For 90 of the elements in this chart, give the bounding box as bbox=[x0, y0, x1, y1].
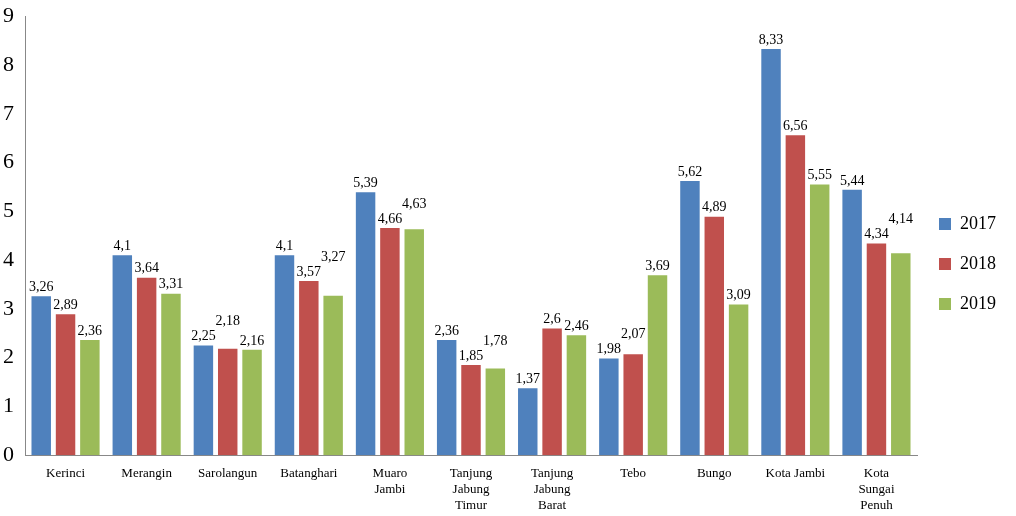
x-tick-label: Kerinci bbox=[46, 465, 86, 481]
y-tick-label: 9 bbox=[3, 1, 14, 27]
data-label: 2,25 bbox=[191, 328, 216, 344]
y-tick-label: 0 bbox=[3, 440, 14, 466]
bar bbox=[218, 348, 238, 456]
legend-label: 2019 bbox=[960, 292, 996, 313]
bar bbox=[436, 340, 457, 456]
bar bbox=[193, 345, 214, 456]
bar bbox=[728, 304, 749, 456]
data-label: 3,57 bbox=[296, 263, 322, 279]
bar bbox=[809, 184, 830, 456]
bar bbox=[355, 192, 376, 456]
bar bbox=[242, 349, 262, 456]
bar bbox=[680, 181, 700, 456]
bar bbox=[485, 368, 506, 456]
legend-label: 2017 bbox=[960, 212, 996, 233]
bar bbox=[299, 281, 319, 456]
x-tick-label: Tanjung Jabung Timur bbox=[449, 465, 493, 512]
x-tick-label: Tebo bbox=[620, 465, 647, 481]
data-label: 2,36 bbox=[434, 322, 459, 338]
data-label: 2,6 bbox=[543, 311, 561, 327]
bar bbox=[161, 293, 181, 456]
data-label: 4,1 bbox=[113, 237, 132, 253]
bar bbox=[623, 354, 643, 456]
bar bbox=[404, 229, 424, 456]
data-label: 4,89 bbox=[702, 199, 727, 215]
data-label: 3,31 bbox=[158, 276, 184, 292]
data-label: 3,69 bbox=[645, 257, 670, 273]
y-tick-label: 4 bbox=[3, 245, 14, 271]
data-label: 1,78 bbox=[483, 332, 508, 348]
y-tick-label: 2 bbox=[3, 343, 14, 369]
bar bbox=[136, 277, 157, 456]
x-tick-label: Kota Jambi bbox=[765, 465, 826, 481]
x-tick-label: Tanjung Jabung Barat bbox=[530, 465, 574, 512]
bar bbox=[891, 253, 911, 456]
data-label: 5,44 bbox=[839, 172, 865, 188]
bar bbox=[842, 189, 862, 456]
bar bbox=[380, 227, 400, 456]
x-tick-label: Merangin bbox=[121, 465, 173, 481]
bar bbox=[518, 388, 538, 456]
bar bbox=[80, 340, 100, 456]
bar bbox=[704, 216, 724, 456]
data-label: 4,1 bbox=[275, 237, 294, 253]
y-tick-label: 6 bbox=[3, 148, 14, 174]
bar bbox=[599, 358, 619, 456]
bar bbox=[647, 275, 668, 456]
data-label: 3,64 bbox=[134, 260, 159, 276]
bar bbox=[31, 296, 51, 456]
data-label: 2,18 bbox=[215, 313, 240, 329]
data-label: 4,34 bbox=[864, 226, 889, 242]
data-label: 2,89 bbox=[53, 296, 78, 312]
bar bbox=[542, 328, 562, 456]
y-tick-label: 8 bbox=[3, 50, 14, 76]
x-tick-label: Muaro Jambi bbox=[372, 465, 408, 497]
data-label: 5,62 bbox=[677, 163, 703, 179]
data-label: 1,98 bbox=[596, 341, 622, 357]
data-label: 2,16 bbox=[239, 332, 265, 348]
y-tick-label: 7 bbox=[3, 99, 14, 125]
data-label: 1,85 bbox=[458, 347, 484, 363]
bar bbox=[323, 295, 343, 456]
bar bbox=[112, 255, 133, 456]
data-label: 4,66 bbox=[377, 210, 403, 226]
data-label: 5,55 bbox=[807, 167, 832, 183]
data-label: 4,63 bbox=[401, 195, 427, 211]
bar bbox=[761, 48, 781, 456]
data-label: 4,14 bbox=[888, 211, 914, 227]
data-label: 2,36 bbox=[77, 322, 103, 338]
data-label: 1,37 bbox=[515, 371, 541, 387]
x-tick-label: Bungo bbox=[696, 465, 732, 481]
legend-label: 2018 bbox=[960, 252, 996, 273]
data-label: 6,56 bbox=[783, 117, 808, 133]
y-tick-label: 1 bbox=[3, 392, 14, 418]
data-label: 8,33 bbox=[758, 31, 784, 47]
data-label: 3,26 bbox=[28, 278, 54, 294]
bar bbox=[55, 314, 76, 456]
x-tick-label: Sarolangun bbox=[198, 465, 258, 481]
data-label: 5,39 bbox=[353, 174, 378, 190]
data-label: 3,09 bbox=[726, 287, 751, 303]
bar bbox=[785, 135, 806, 456]
y-tick-label: 5 bbox=[3, 197, 14, 223]
x-tick-label: Batanghari bbox=[280, 465, 338, 481]
bar bbox=[461, 364, 481, 456]
data-label: 2,07 bbox=[620, 326, 646, 342]
data-label: 3,27 bbox=[320, 248, 346, 264]
x-tick-label: Kota Sungai Penuh bbox=[858, 465, 895, 512]
bar bbox=[274, 255, 295, 456]
bar bbox=[866, 243, 887, 456]
data-label: 2,46 bbox=[564, 317, 589, 333]
bar bbox=[566, 335, 587, 456]
y-tick-label: 3 bbox=[3, 294, 14, 320]
